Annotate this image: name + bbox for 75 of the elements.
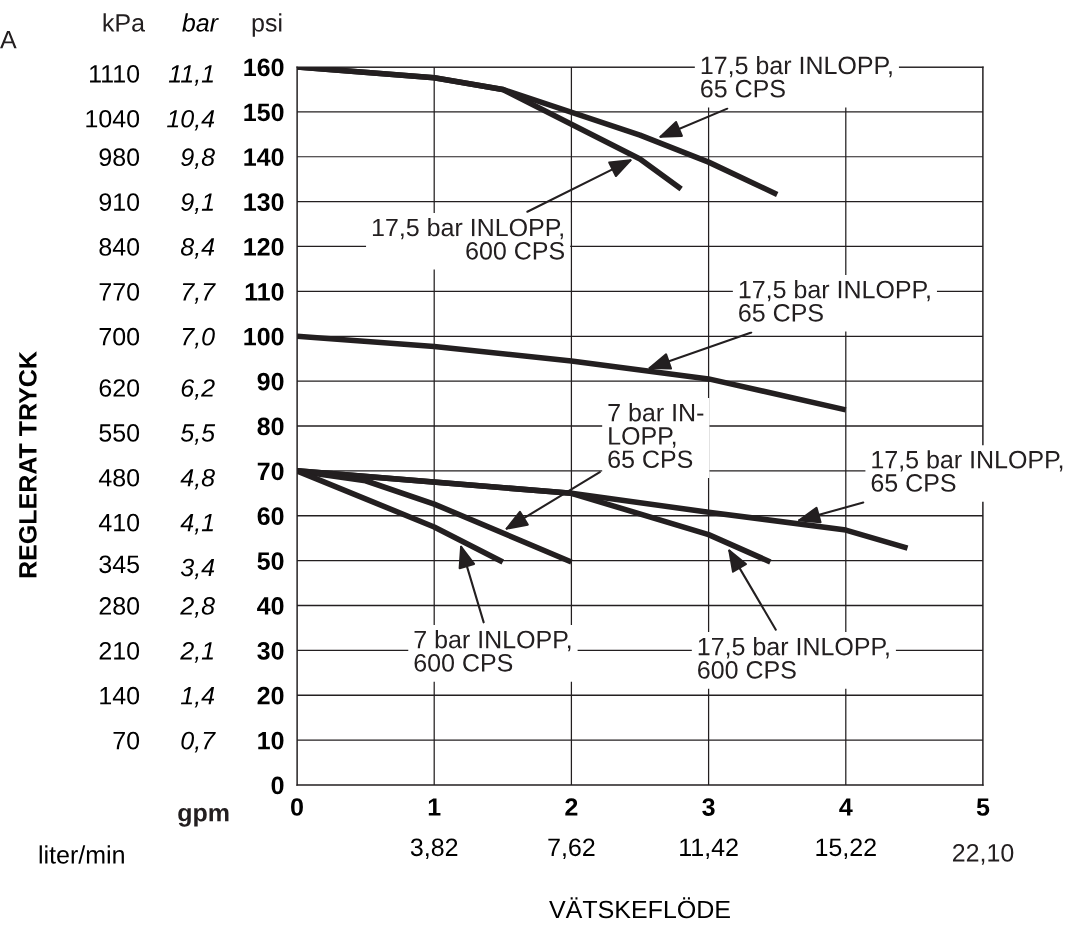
y-tick-label: 120 <box>244 238 284 256</box>
annotation: 17,5 bar INLOPP, 65 CPS <box>739 280 930 322</box>
y-tick-label: 90 <box>257 372 284 391</box>
y3-tick-label: 910 <box>99 193 140 211</box>
y3-tick-label: 620 <box>99 379 140 397</box>
y2-tick-label: 7,7 <box>182 283 216 304</box>
y2-tick-label: 9,1 <box>181 193 213 214</box>
x-tick-label: 2 <box>565 798 578 816</box>
y2-tick-label: 5,5 <box>180 424 216 445</box>
annotation: 17,5 bar INLOPP, 65 CPS <box>871 450 1063 492</box>
x-tick-label: 0 <box>291 798 303 816</box>
y2-tick-label: 2,8 <box>180 597 215 618</box>
y-tick-label: 60 <box>257 507 284 526</box>
annotation: 17,5 bar INLOPP, 600 CPS <box>372 217 564 260</box>
y2-tick-label: 4,1 <box>180 514 213 535</box>
y2-tick-label: 2,1 <box>180 641 213 663</box>
y-tick-label: 50 <box>257 552 284 570</box>
y2-tick-label: 3,4 <box>180 558 215 580</box>
y2-tick-label: 1,4 <box>180 687 215 708</box>
y-tick-label: 160 <box>244 58 284 77</box>
y-tick-label: 0 <box>271 776 284 795</box>
y2-tick-label: 8,4 <box>180 238 215 259</box>
y3-tick-label: 345 <box>99 555 140 574</box>
y3-axis-title: REGLERAT TRYCK <box>19 351 37 578</box>
y2-tick-label: 4,8 <box>180 468 215 490</box>
y2-tick-label: 11,1 <box>168 65 213 86</box>
y3-tick-label: 1040 <box>86 109 140 128</box>
y2-axis-title: bar <box>182 13 219 32</box>
y-tick-label: 30 <box>257 641 284 660</box>
y-tick-label: 100 <box>244 327 284 346</box>
y2-tick-label: 7,0 <box>182 327 215 349</box>
y-tick-label: 70 <box>257 462 284 481</box>
annotation: 7 bar IN- LOPP, 65 CPS <box>608 403 704 469</box>
y3-tick-label: 210 <box>99 641 140 660</box>
y3-tick-label: 140 <box>100 686 140 705</box>
y3-tick-label: 280 <box>99 597 140 615</box>
annotation: 7 bar INLOPP, 600 CPS <box>414 630 571 672</box>
y2-tick-label: 9,8 <box>181 148 215 170</box>
y-tick-label: 140 <box>244 148 284 167</box>
y-tick-label: 80 <box>257 417 284 436</box>
x-axis-title: VÄTSKEFLÖDE <box>549 897 730 919</box>
y3-tick-label: 840 <box>99 238 140 256</box>
y3-tick-label: 410 <box>98 513 140 532</box>
x2-tick-label: 7,62 <box>548 838 595 860</box>
x2-tick-label: 11,42 <box>680 838 738 860</box>
y2-tick-label: 6,2 <box>181 379 215 400</box>
y3-tick-label: 70 <box>113 731 140 750</box>
annotation: 17,5 bar INLOPP, 600 CPS <box>698 637 889 679</box>
x2-tick-label: 3,82 <box>410 838 458 860</box>
y3-tick-label: 480 <box>98 468 140 487</box>
y3-tick-label: 1110 <box>90 65 140 83</box>
y3-tick-label: 980 <box>99 148 140 167</box>
text: kPa <box>103 13 145 32</box>
x2-tick-label: 15,22 <box>816 838 876 860</box>
x-tick-label: 1 <box>428 798 441 816</box>
y3-tick-label: 770 <box>99 282 140 301</box>
y-tick-label: 40 <box>257 597 284 615</box>
y3-tick-label: 700 <box>99 327 140 346</box>
x-tick-label: 5 <box>976 798 990 816</box>
y-tick-label: 150 <box>244 103 284 122</box>
x-tick-label: 3 <box>702 798 715 816</box>
y-tick-label: 130 <box>244 193 284 211</box>
y-tick-label: 20 <box>257 686 284 705</box>
y2-tick-label: 10,4 <box>167 109 215 131</box>
y-tick-label: 10 <box>258 731 284 750</box>
x2-axis-title: liter/min <box>39 845 124 864</box>
text: gpm <box>178 807 229 827</box>
text: A <box>0 31 17 49</box>
text: psi <box>252 13 282 37</box>
annotation: 17,5 bar INLOPP, 65 CPS <box>701 55 892 98</box>
y-tick-label: 110 <box>245 282 284 301</box>
y2-tick-label: 0,7 <box>181 731 216 753</box>
text: 22,10 <box>952 844 1014 865</box>
y3-tick-label: 550 <box>99 424 140 442</box>
x-tick-label: 4 <box>839 798 853 816</box>
